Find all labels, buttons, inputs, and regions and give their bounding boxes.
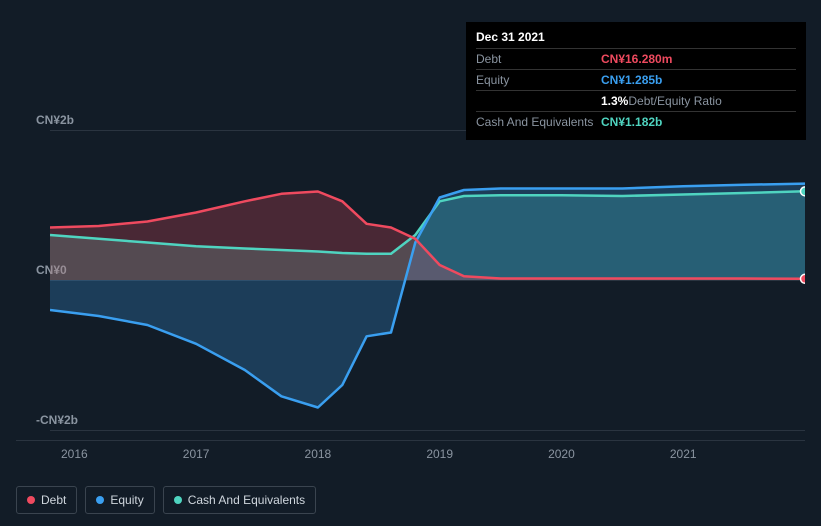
- tooltip-row-label: Cash And Equivalents: [476, 115, 601, 129]
- tooltip-row-label: [476, 94, 601, 108]
- tooltip-row: Cash And EquivalentsCN¥1.182b: [476, 112, 796, 132]
- tooltip-row: DebtCN¥16.280m: [476, 49, 796, 70]
- chart-legend: Debt Equity Cash And Equivalents: [16, 486, 316, 514]
- tooltip-row-value: 1.3%: [601, 94, 628, 108]
- legend-dot-icon: [27, 496, 35, 504]
- cash-end-marker: [801, 187, 806, 196]
- tooltip-row: EquityCN¥1.285b: [476, 70, 796, 91]
- legend-item-cash[interactable]: Cash And Equivalents: [163, 486, 316, 514]
- chart-tooltip: Dec 31 2021 DebtCN¥16.280mEquityCN¥1.285…: [466, 22, 806, 140]
- tooltip-row-value: CN¥1.285b: [601, 73, 662, 87]
- legend-label: Equity: [110, 493, 143, 507]
- y-axis-label: CN¥2b: [36, 113, 74, 127]
- tooltip-date: Dec 31 2021: [476, 30, 796, 49]
- tooltip-row-label: Debt: [476, 52, 601, 66]
- tooltip-row-sublabel: Debt/Equity Ratio: [628, 94, 721, 108]
- tooltip-row-label: Equity: [476, 73, 601, 87]
- x-axis-label: 2020: [548, 447, 575, 498]
- gridline: [50, 430, 805, 431]
- x-axis-label: 2021: [670, 447, 697, 498]
- chart-plot: [50, 130, 805, 430]
- legend-item-equity[interactable]: Equity: [85, 486, 154, 514]
- tooltip-row-value: CN¥16.280m: [601, 52, 672, 66]
- x-axis: 201620172018201920202021: [16, 440, 805, 470]
- legend-label: Cash And Equivalents: [188, 493, 305, 507]
- x-axis-label: 2019: [426, 447, 453, 498]
- legend-label: Debt: [41, 493, 66, 507]
- legend-dot-icon: [174, 496, 182, 504]
- tooltip-row: 1.3% Debt/Equity Ratio: [476, 91, 796, 112]
- legend-dot-icon: [96, 496, 104, 504]
- legend-item-debt[interactable]: Debt: [16, 486, 77, 514]
- debt-equity-chart: CN¥2bCN¥0-CN¥2b: [16, 130, 805, 430]
- tooltip-row-value: CN¥1.182b: [601, 115, 662, 129]
- debt-end-marker: [801, 274, 806, 283]
